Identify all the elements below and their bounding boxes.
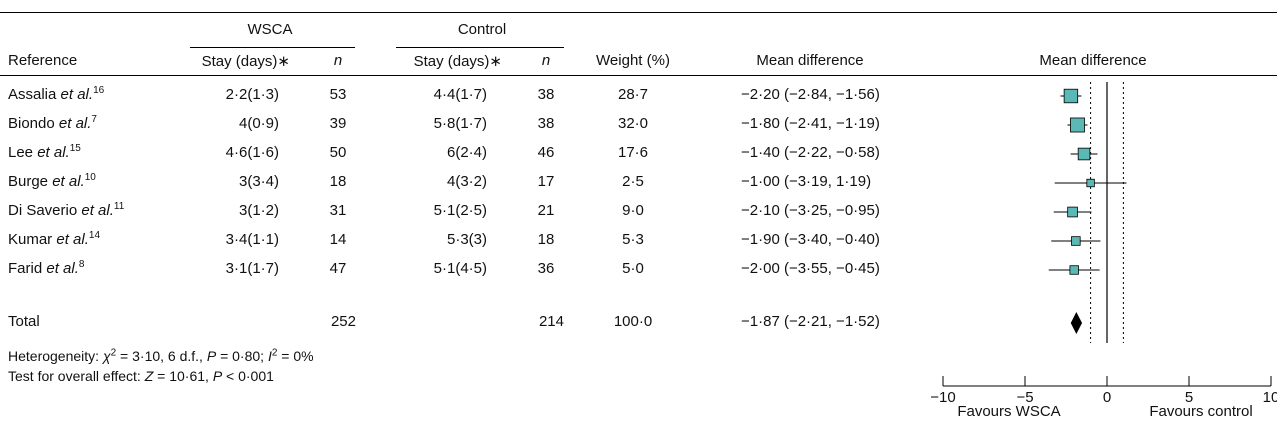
mean-difference: −1·90 (−3·40, −0·40) (741, 231, 880, 248)
control-stay: 4·4(1·7) (433, 86, 487, 103)
mean-difference-header: Mean difference (756, 52, 864, 69)
control-group-rule (396, 47, 564, 48)
mean-difference: −1·00 (−3·19, 1·19) (741, 173, 872, 190)
control-n: 46 (537, 144, 555, 161)
control-group-header: Control (457, 21, 507, 38)
wsca-stay: 4·6(1·6) (225, 144, 279, 161)
total-wsca-n: 252 (330, 313, 356, 330)
wsca-n: 18 (329, 173, 347, 190)
wsca-n: 31 (329, 202, 347, 219)
control-stay-header: Stay (days)∗ (413, 53, 502, 70)
wsca-n: 39 (329, 115, 347, 132)
wsca-stay-header: Stay (days)∗ (201, 53, 290, 70)
wsca-stay: 3·1(1·7) (225, 260, 279, 277)
weight: 28·7 (617, 86, 649, 103)
weight: 5·0 (622, 260, 644, 277)
plot-header: Mean difference (1039, 52, 1147, 69)
total-weight: 100·0 (613, 313, 653, 330)
wsca-n: 50 (329, 144, 347, 161)
study-reference: Di Saverio et al.11 (8, 201, 125, 220)
wsca-n: 14 (329, 231, 347, 248)
total-label: Total (8, 313, 40, 330)
study-marker (1069, 265, 1079, 275)
pooled-diamond (1070, 312, 1083, 334)
wsca-n: 53 (329, 86, 347, 103)
overall-effect-test: Test for overall effect: Z = 10·61, P < … (8, 368, 274, 384)
x-tick-label: 0 (1103, 389, 1111, 406)
favours-wsca-label: Favours WSCA (957, 403, 1061, 420)
study-marker (1077, 147, 1091, 161)
wsca-stay: 2·2(1·3) (225, 86, 279, 103)
x-tick-label: −5 (1016, 389, 1033, 406)
mean-difference: −2·10 (−3·25, −0·95) (741, 202, 880, 219)
control-n-header: n (541, 52, 551, 69)
weight-header: Weight (%) (596, 52, 670, 69)
mean-difference: −2·20 (−2·84, −1·56) (741, 86, 880, 103)
wsca-stay: 3(1·2) (238, 202, 279, 219)
wsca-group-header: WSCA (247, 21, 293, 38)
x-tick-label: −10 (930, 389, 955, 406)
control-n: 18 (537, 231, 555, 248)
control-stay: 5·1(2·5) (433, 202, 487, 219)
control-n: 36 (537, 260, 555, 277)
control-n: 38 (537, 86, 555, 103)
control-n: 21 (537, 202, 555, 219)
wsca-stay: 3(3·4) (238, 173, 279, 190)
control-stay: 5·1(4·5) (433, 260, 487, 277)
weight: 9·0 (622, 202, 644, 219)
study-reference: Kumar et al.14 (8, 230, 101, 249)
weight: 32·0 (617, 115, 649, 132)
mean-difference: −2·00 (−3·55, −0·45) (741, 260, 880, 277)
study-reference: Lee et al.15 (8, 143, 81, 162)
study-marker (1070, 117, 1085, 133)
reference-header: Reference (8, 52, 78, 69)
study-marker (1071, 236, 1081, 246)
mean-difference: −1·80 (−2·41, −1·19) (741, 115, 880, 132)
x-tick-label: 5 (1185, 389, 1193, 406)
control-stay: 5·8(1·7) (433, 115, 487, 132)
mean-difference: −1·40 (−2·22, −0·58) (741, 144, 880, 161)
weight: 2·5 (622, 173, 644, 190)
wsca-n-header: n (333, 52, 343, 69)
control-stay: 6(2·4) (446, 144, 487, 161)
control-n: 17 (537, 173, 555, 190)
wsca-n: 47 (329, 260, 347, 277)
total-mean-difference: −1·87 (−2·21, −1·52) (741, 313, 880, 330)
wsca-stay: 3·4(1·1) (225, 231, 279, 248)
study-reference: Biondo et al.7 (8, 114, 97, 133)
control-stay: 4(3·2) (446, 173, 487, 190)
x-tick-label: 10 (1263, 389, 1277, 406)
weight: 5·3 (622, 231, 644, 248)
control-stay: 5·3(3) (446, 231, 487, 248)
control-n: 38 (537, 115, 555, 132)
favours-control-label: Favours control (1149, 403, 1253, 420)
total-control-n: 214 (538, 313, 564, 330)
heterogeneity-stats: Heterogeneity: χ2 = 3·10, 6 d.f., P = 0·… (8, 347, 314, 364)
top-rule (0, 12, 1277, 13)
study-marker (1086, 178, 1095, 188)
study-reference: Burge et al.10 (8, 172, 96, 191)
wsca-group-rule (190, 47, 355, 48)
study-marker (1063, 88, 1079, 104)
study-reference: Farid et al.8 (8, 259, 85, 278)
weight: 17·6 (617, 144, 649, 161)
header-rule (0, 75, 1277, 76)
study-marker (1067, 206, 1078, 218)
wsca-stay: 4(0·9) (238, 115, 279, 132)
study-reference: Assalia et al.16 (8, 85, 105, 104)
